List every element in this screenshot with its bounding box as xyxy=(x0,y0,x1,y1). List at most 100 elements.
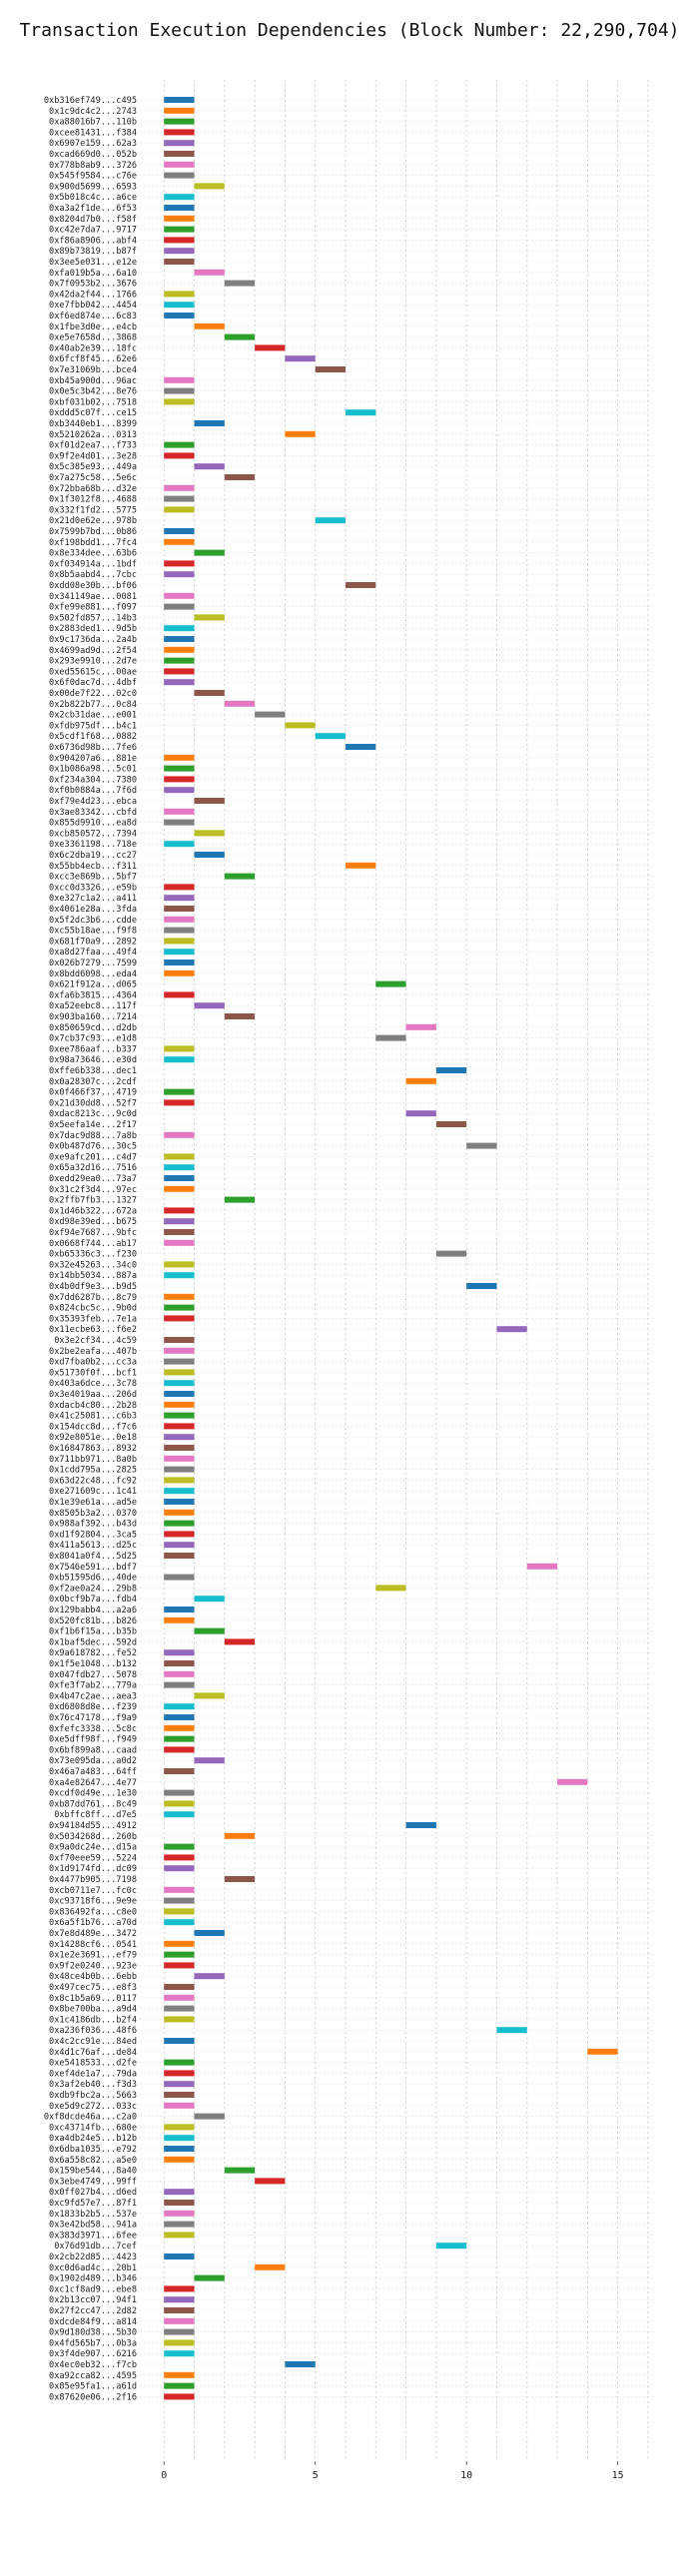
transaction-label: 0xc43714fb...680e xyxy=(49,2123,137,2133)
transaction-bar xyxy=(164,1315,195,1322)
transaction-bar xyxy=(164,2296,195,2303)
transaction-label: 0x7546e591...bdf7 xyxy=(49,1563,137,1573)
transaction-bar xyxy=(375,1034,406,1041)
transaction-bar xyxy=(164,906,195,912)
transaction-label: 0x8be700ba...a9d4 xyxy=(49,2005,137,2015)
tick-layer: 0 5 10 15 xyxy=(161,2461,624,2481)
transaction-bar xyxy=(164,636,195,642)
transaction-label: 0x65a32d16...7516 xyxy=(49,1163,137,1173)
transaction-bar xyxy=(164,387,195,394)
transaction-bar xyxy=(164,1886,195,1893)
transaction-bar xyxy=(164,592,195,599)
transaction-label: 0x7a275c58...5e6c xyxy=(49,473,137,483)
transaction-bar xyxy=(164,161,195,168)
transaction-bar xyxy=(164,2371,195,2378)
transaction-label: 0x1e39e61a...ad5e xyxy=(49,1498,137,1508)
transaction-bar xyxy=(164,1099,195,1106)
transaction-bar xyxy=(164,1045,195,1052)
transaction-label: 0x4c2cc91e...84ed xyxy=(49,2037,137,2047)
transaction-bar xyxy=(164,2339,195,2346)
transaction-bar xyxy=(194,1596,225,1603)
transaction-label: 0x85e95fa1...a61d xyxy=(49,2382,137,2392)
transaction-label: 0x7cb37c93...e1d8 xyxy=(49,1034,137,1044)
x-tick-label: 0 xyxy=(161,2470,167,2481)
transaction-bar xyxy=(194,1757,225,1764)
transaction-label: 0x94184d55...4912 xyxy=(49,1821,137,1831)
transaction-bar xyxy=(164,1477,195,1484)
transaction-bar xyxy=(164,1574,195,1581)
transaction-label: 0xfdb975df...b4c1 xyxy=(49,721,137,731)
transaction-label: 0x2b13cc07...94f1 xyxy=(49,2295,137,2305)
transaction-bar xyxy=(164,291,195,298)
transaction-bar xyxy=(164,2038,195,2044)
transaction-label: 0xc0d6ad4c...20b1 xyxy=(49,2263,137,2273)
transaction-bar xyxy=(164,528,195,534)
transaction-label: 0x9c1736da...2a4b xyxy=(49,635,137,645)
transaction-label: 0x7599b7bd...0b86 xyxy=(49,527,137,537)
transaction-bar xyxy=(164,1423,195,1430)
transaction-label: 0x8b5aabd4...7cbc xyxy=(49,570,137,580)
transaction-label: 0xe5e7658d...3868 xyxy=(49,333,137,343)
transaction-bar xyxy=(164,2146,195,2152)
transaction-bar xyxy=(164,841,195,848)
transaction-bar xyxy=(164,808,195,815)
transaction-label: 0x5210262a...0313 xyxy=(49,430,137,440)
transaction-bar xyxy=(164,1509,195,1516)
transaction-label: 0x3ee5e031...e12e xyxy=(49,258,137,268)
transaction-bar xyxy=(164,2393,195,2400)
transaction-bar xyxy=(164,1488,195,1495)
transaction-bar xyxy=(164,538,195,545)
transaction-label: 0xef4de1a7...79da xyxy=(49,2069,137,2079)
transaction-bar xyxy=(194,852,225,858)
transaction-bar xyxy=(164,1908,195,1915)
grid-layer xyxy=(140,80,654,2461)
transaction-bar xyxy=(164,991,195,998)
transaction-label: 0x14bb5034...887a xyxy=(49,1271,137,1281)
transaction-label: 0xcc3e869b...5bf7 xyxy=(49,873,137,883)
transaction-bar xyxy=(164,398,195,405)
transaction-label: 0x8505b3a2...0370 xyxy=(49,1509,137,1519)
transaction-label: 0x3ebe4749...99ff xyxy=(49,2177,137,2187)
transaction-bar xyxy=(164,2307,195,2313)
transaction-label: 0xf034914a...1bdf xyxy=(49,559,137,569)
transaction-label: 0xb3440eb1...8399 xyxy=(49,419,137,429)
transaction-label: 0x8bdd6098...eda4 xyxy=(49,969,137,979)
transaction-label: 0xa4db24e5...b12b xyxy=(49,2134,137,2144)
transaction-label: 0x900d5699...6593 xyxy=(49,182,137,192)
transaction-bar xyxy=(164,1520,195,1527)
transaction-label: 0x48ce4b0b...6ebb xyxy=(49,1972,137,1982)
transaction-label: 0x8204d7b0...f58f xyxy=(49,215,137,225)
x-tick-label: 10 xyxy=(460,2470,472,2481)
transaction-label: 0x76c47178...f9a9 xyxy=(49,1713,137,1723)
transaction-label: 0x21d0e62e...978b xyxy=(49,516,137,526)
transaction-bar xyxy=(164,259,195,265)
transaction-bar xyxy=(405,1822,436,1828)
transaction-label: 0x0bcf9b7a...fdb4 xyxy=(49,1595,137,1605)
transaction-label: 0x383d3971...6fee xyxy=(49,2231,137,2241)
transaction-bar xyxy=(164,2221,195,2228)
transaction-bar xyxy=(224,1832,256,1839)
transaction-bar xyxy=(164,237,195,244)
transaction-bar xyxy=(164,1843,195,1850)
transaction-bar xyxy=(164,248,195,255)
transaction-bar xyxy=(164,107,195,114)
transaction-bar xyxy=(224,1638,256,1645)
transaction-label: 0xe327c1a2...a411 xyxy=(49,894,137,904)
transaction-bar xyxy=(164,118,195,125)
transaction-label: 0x2883ded1...9d5b xyxy=(49,624,137,634)
transaction-label: 0x1833b2b5...537e xyxy=(49,2210,137,2220)
transaction-label: 0x00de7f22...02c0 xyxy=(49,689,137,699)
transaction-bar xyxy=(315,733,346,740)
transaction-label: 0xd98e39ed...b675 xyxy=(49,1217,137,1227)
transaction-bar xyxy=(224,2167,256,2174)
transaction-label: 0xa3a2f1de...6f53 xyxy=(49,204,137,214)
transaction-label: 0x2cb22d85...4423 xyxy=(49,2253,137,2262)
transaction-bar xyxy=(164,1261,195,1268)
transaction-label: 0x778b8ab9...3726 xyxy=(49,161,137,171)
transaction-bar xyxy=(164,2156,195,2163)
transaction-bar xyxy=(164,1553,195,1559)
transaction-label: 0x520fc81b...b826 xyxy=(49,1616,137,1626)
transaction-label: 0x4477b905...7198 xyxy=(49,1875,137,1885)
transaction-bar xyxy=(255,711,286,718)
